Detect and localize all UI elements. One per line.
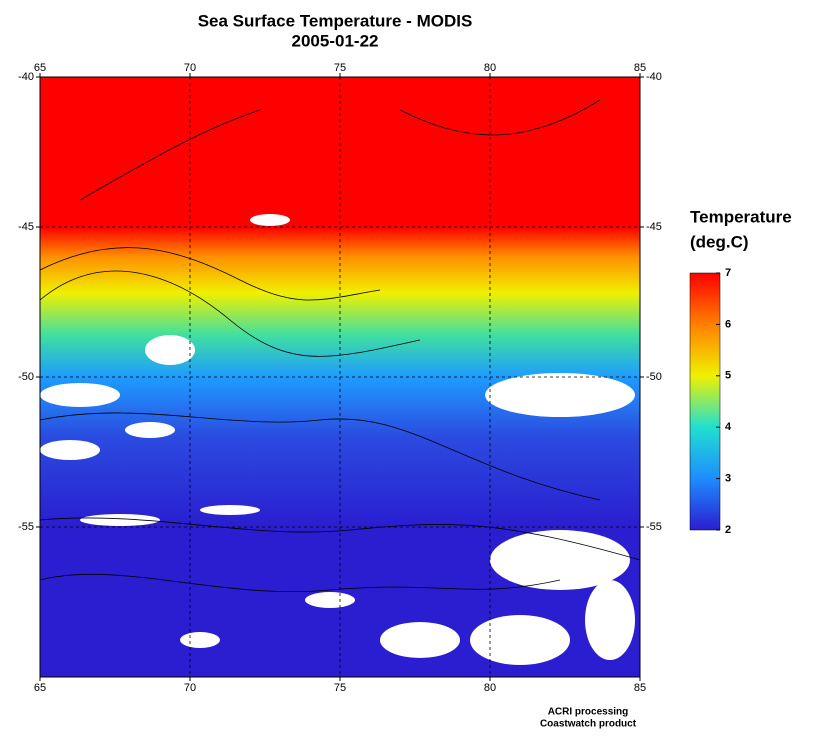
y-tick-label: -40 — [646, 71, 662, 83]
colorbar-title: Temperature — [690, 207, 792, 226]
x-tick-label: 85 — [634, 62, 646, 74]
y-tick-label: -45 — [18, 221, 34, 233]
colorbar-tick-label: 2 — [725, 524, 731, 536]
y-tick-label: -40 — [18, 71, 34, 83]
x-tick-label: 75 — [334, 62, 346, 74]
colorbar-tick-label: 6 — [725, 318, 731, 330]
credit: Coastwatch product — [540, 719, 637, 730]
colorbar-units: (deg.C) — [690, 232, 749, 251]
colorbar-tick-label: 4 — [725, 421, 732, 433]
x-tick-label: 75 — [334, 682, 346, 694]
colorbar — [689, 272, 721, 531]
x-tick-label: 80 — [484, 682, 496, 694]
x-tick-label: 70 — [184, 62, 196, 74]
credit: ACRI processing — [548, 707, 629, 718]
x-tick-label: 70 — [184, 682, 196, 694]
y-tick-label: -50 — [646, 371, 662, 383]
y-tick-label: -50 — [18, 371, 34, 383]
x-tick-label: 80 — [484, 62, 496, 74]
colorbar-tick-label: 7 — [725, 267, 731, 279]
x-tick-label: 65 — [34, 62, 46, 74]
x-tick-label: 85 — [634, 682, 646, 694]
y-tick-label: -45 — [646, 221, 662, 233]
y-tick-label: -55 — [18, 521, 34, 533]
y-tick-label: -55 — [646, 521, 662, 533]
x-tick-label: 65 — [34, 682, 46, 694]
title: Sea Surface Temperature - MODIS — [198, 11, 473, 30]
colorbar-tick-label: 3 — [725, 473, 731, 485]
subtitle: 2005-01-22 — [292, 31, 379, 50]
colorbar-tick-label: 5 — [725, 370, 731, 382]
